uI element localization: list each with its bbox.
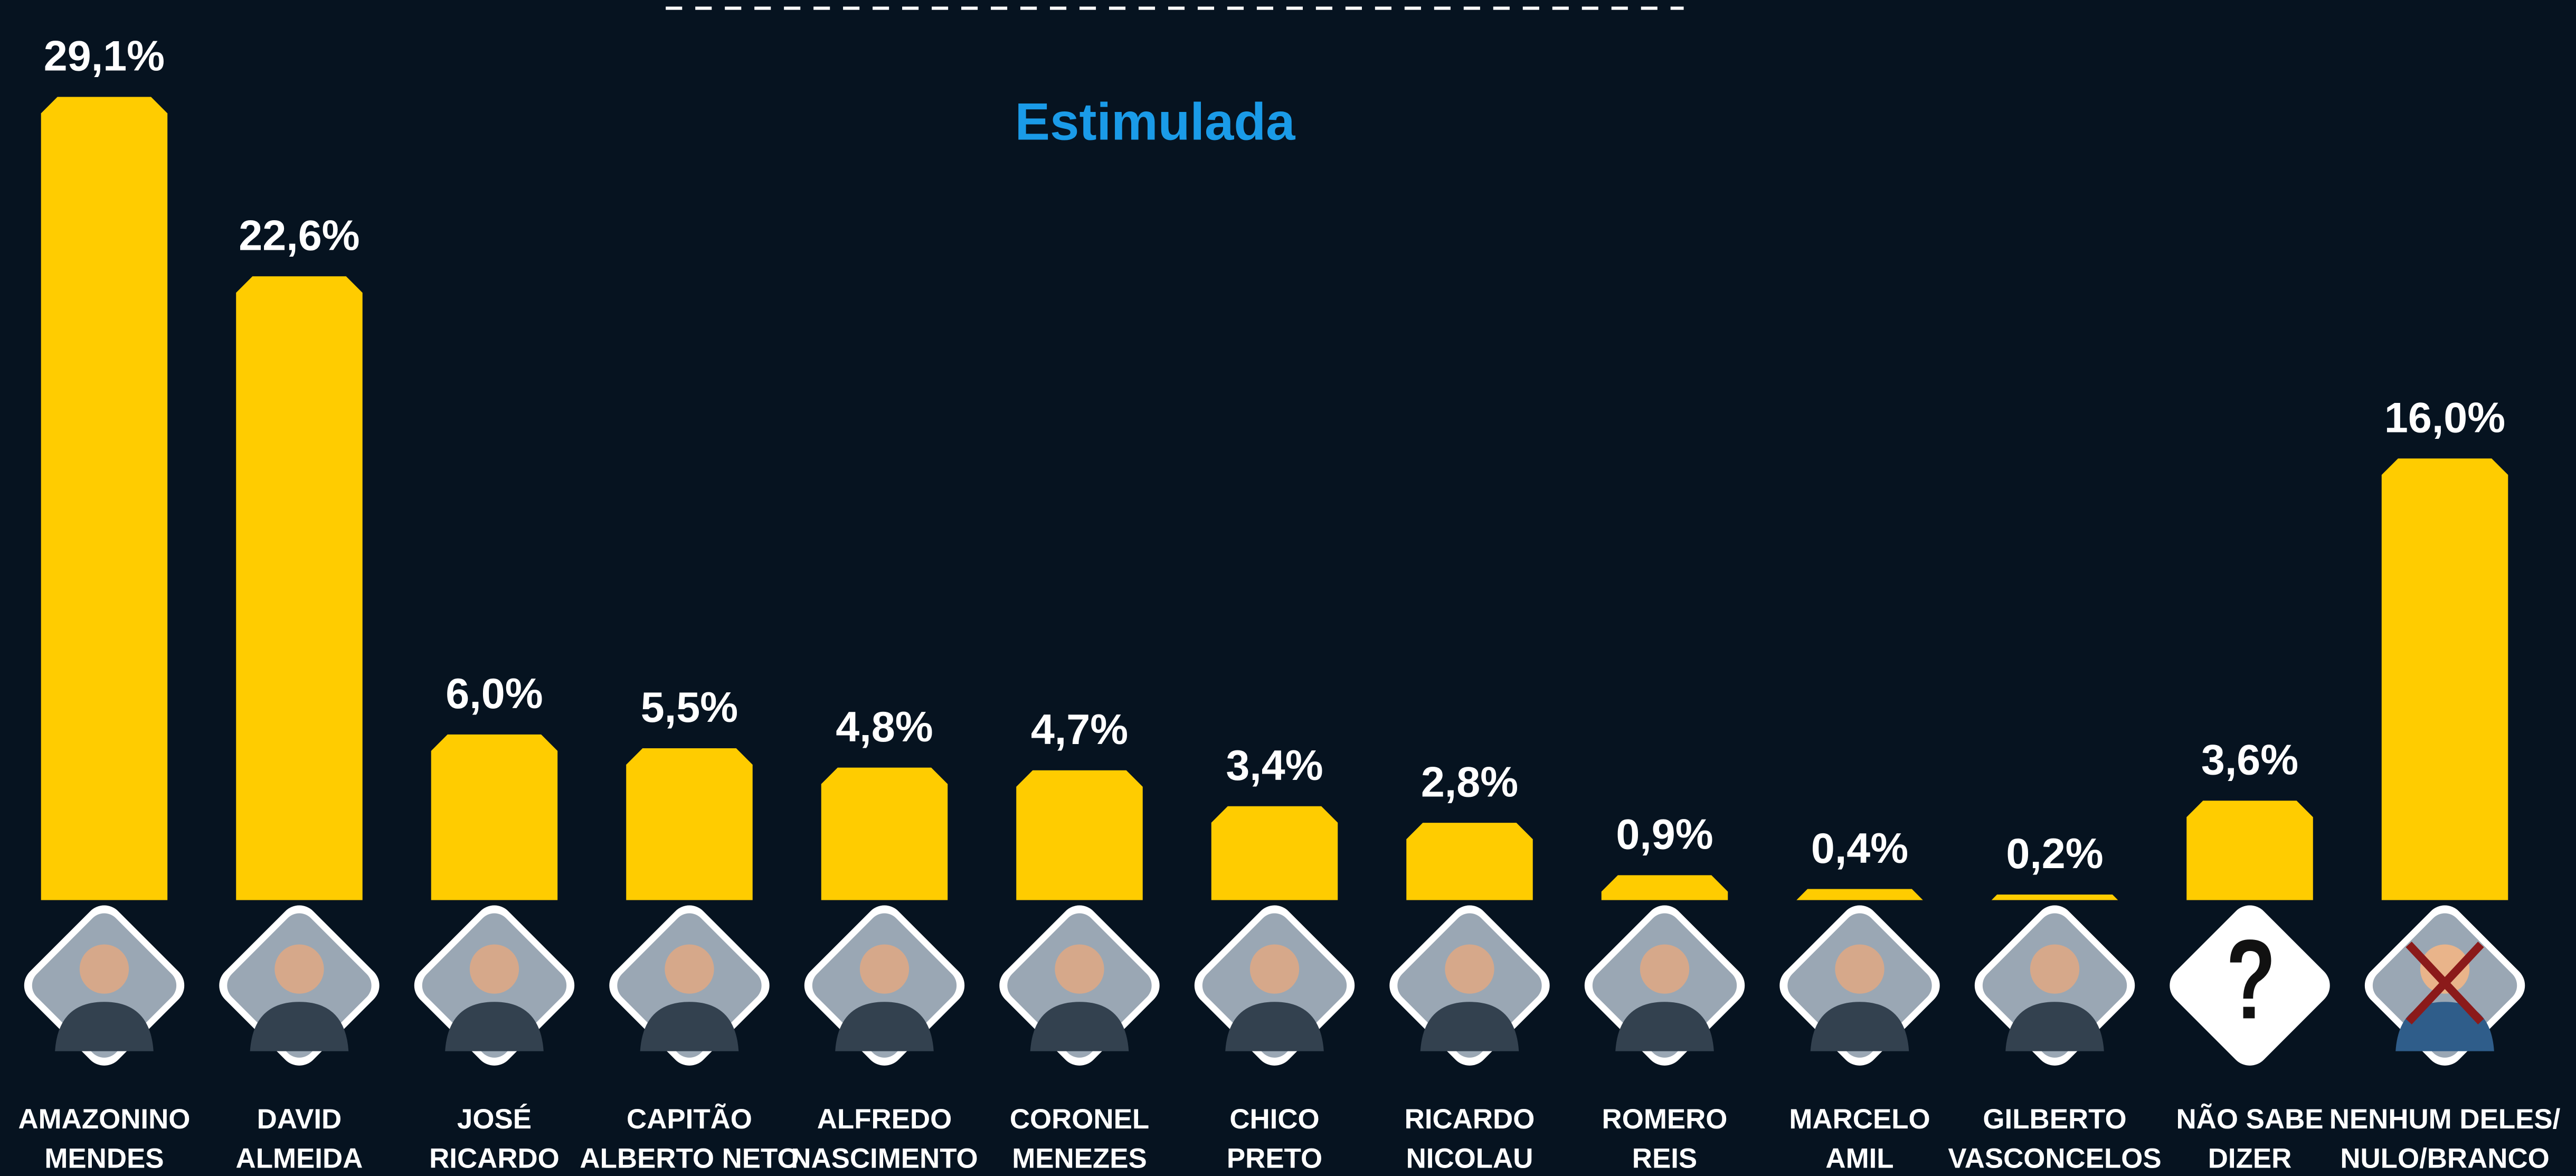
person-head [2030,944,2080,994]
person-head [859,944,910,994]
person-body [250,1002,349,1051]
candidate-badge [24,905,185,1066]
person-body [1225,1002,1324,1051]
candidate-badge [1194,905,1355,1066]
x-tick-label: ALFREDO [817,1104,952,1135]
person-head [1445,944,1494,994]
bar [431,734,558,900]
candidate-badge [609,905,770,1066]
bar [1601,875,1728,900]
x-tick-label: ALBERTO NETO [580,1143,799,1174]
x-tick-label: RICARDO [1405,1104,1535,1135]
x-tick-label: CORONEL [1010,1104,1149,1135]
value-label: 29,1% [44,33,165,80]
x-tick-label: NICOLAU [1406,1143,1533,1174]
person-head [274,944,324,994]
person-head [1835,944,1884,994]
value-label: 0,9% [1616,811,1713,859]
person-head [1055,944,1104,994]
person-head [2420,944,2470,994]
value-label: 0,4% [1811,825,1908,872]
candidate-badge [2170,905,2330,1066]
bar [1016,770,1143,900]
candidate-badge [1584,905,1745,1066]
question-dot [2243,1006,2255,1019]
chart-title: Estimulada [1015,92,1296,151]
candidate-badge [1974,905,2135,1066]
x-tick-label: DAVID [257,1104,342,1135]
x-tick-label: CAPITÃO [627,1103,752,1135]
x-tick-label: ROMERO [1602,1104,1728,1135]
value-label: 4,7% [1031,706,1128,754]
x-tick-label: PRETO [1227,1143,1322,1174]
value-label: 4,8% [836,703,933,751]
bar [2186,801,2313,900]
x-tick-label: REIS [1632,1143,1697,1174]
value-label: 16,0% [2384,394,2505,441]
x-tick-label: JOSÉ [457,1103,532,1135]
person-body [1615,1002,1714,1051]
value-label: 5,5% [641,684,738,731]
x-tick-label: AMIL [1825,1143,1893,1174]
candidate-badge [999,905,1160,1066]
bar [1796,889,1923,900]
bar [1406,823,1533,900]
person-head [665,944,714,994]
x-tick-label: NÃO SABE [2176,1103,2324,1135]
bar [41,97,168,900]
bar [2381,458,2508,900]
value-label: 22,6% [239,212,359,259]
candidate-badge [414,905,575,1066]
x-tick-label: AMAZONINO [18,1104,190,1135]
person-body [445,1002,544,1051]
x-tick-label: VASCONCELOS [1948,1143,2161,1174]
x-tick-label: MENEZES [1012,1143,1147,1174]
value-label: 0,2% [2006,830,2103,878]
value-label: 6,0% [446,670,543,718]
x-tick-label: NENHUM DELES/ [2329,1104,2561,1135]
cross-icon [2405,942,2484,1024]
bar [236,276,363,900]
person-head [79,944,129,994]
person-body [55,1002,154,1051]
candidate-badge [1389,905,1550,1066]
candidate-badge [804,905,965,1066]
person-head [1249,944,1300,994]
bar [821,767,948,900]
candidate-badge [2364,905,2525,1066]
x-tick-label: DIZER [2208,1143,2292,1174]
person-head [1640,944,1690,994]
value-label: 3,6% [2201,737,2298,784]
x-tick-label: RICARDO [429,1143,560,1174]
question-icon [2230,939,2271,999]
x-tick-label: CHICO [1229,1104,1319,1135]
person-body [1030,1002,1129,1051]
person-head [469,944,519,994]
person-body [640,1002,739,1051]
x-tick-label: MARCELO [1789,1104,1930,1135]
person-body [835,1002,934,1051]
value-label: 3,4% [1226,742,1323,789]
bar [626,748,753,900]
candidate-badge [219,905,380,1066]
x-tick-label: NASCIMENTO [791,1143,978,1174]
person-body [1810,1002,1909,1051]
value-label: 2,8% [1421,758,1518,806]
x-tick-label: ALMEIDA [236,1143,363,1174]
person-body [2005,1002,2104,1051]
x-tick-label: GILBERTO [1983,1104,2126,1135]
bar [1991,895,2118,900]
candidate-badge [1779,905,1940,1066]
x-tick-label: MENDES [44,1143,164,1174]
x-tick-label: NULO/BRANCO [2340,1143,2549,1174]
bar [1211,806,1338,900]
person-body [1420,1002,1519,1051]
